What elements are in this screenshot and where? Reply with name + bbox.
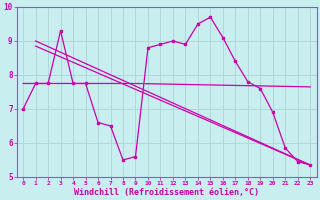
X-axis label: Windchill (Refroidissement éolien,°C): Windchill (Refroidissement éolien,°C) [74,188,259,197]
